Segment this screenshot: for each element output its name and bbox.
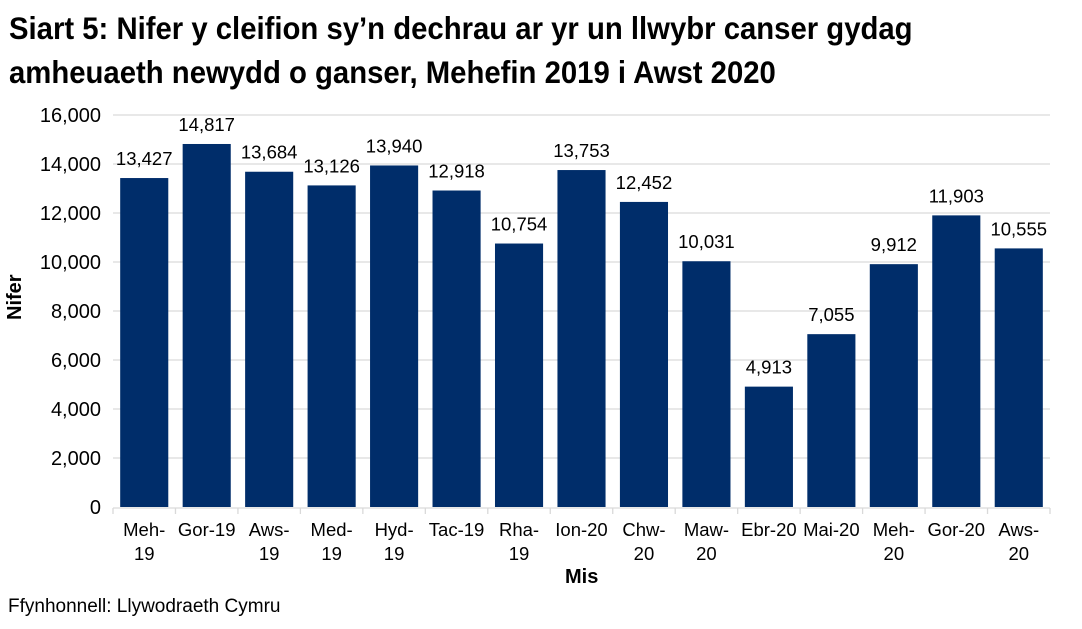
y-tick-label: 16,000 [40,105,101,127]
x-tick-label: Meh-20 [873,519,915,564]
x-tick-label: Maw-20 [684,519,729,564]
y-axis-tick-labels: 0 2,000 4,000 6,000 8,000 10,000 12,000 14,000 1… [40,105,101,519]
data-label: 10,031 [678,231,735,252]
data-label: 13,684 [241,142,298,163]
bar [494,243,544,508]
bar [432,190,481,507]
data-label: 13,427 [116,148,173,169]
bar [619,201,669,507]
x-tick-label: Rha-19 [499,519,539,564]
bar [744,386,793,507]
y-tick-label: 4,000 [51,399,101,421]
bar [807,334,856,507]
x-axis-tick-labels: Meh-19 Gor-19 Aws-19 Med-19 Hyd-19 Tac-19 Rha-… [123,519,1039,564]
x-tick-label: Ion-20 [555,519,607,540]
x-tick-label: Aws-20 [998,519,1039,564]
bar [869,264,918,507]
x-tick-label: Gor-20 [928,519,986,540]
x-tick-label: Meh-19 [123,519,165,564]
bars [120,143,1043,508]
data-label: 12,918 [428,161,485,182]
bar [307,185,356,507]
x-axis-title: Mis [565,566,599,588]
data-label: 7,055 [808,304,854,325]
data-label: 10,555 [990,218,1047,239]
chart-title-line-1: Siart 5: Nifer y cleifion sy’n dechrau a… [9,10,913,46]
bar [182,143,231,507]
bar [245,171,294,507]
data-label: 4,913 [746,357,792,378]
y-tick-label: 12,000 [40,203,101,225]
x-tick-label: Chw-20 [622,519,665,564]
data-label: 9,912 [871,234,917,255]
x-tick-label: Tac-19 [429,519,485,540]
y-tick-label: 8,000 [51,301,101,323]
x-tick-label: Med-19 [311,519,353,564]
bar [682,261,731,507]
data-label: 13,126 [303,155,360,176]
bar [932,215,981,507]
source-note: Ffynhonnell: Llywodraeth Cymru [8,596,281,617]
data-label: 14,817 [178,114,235,135]
bar [557,170,606,507]
y-tick-label: 2,000 [51,448,101,470]
x-tick-label: Mai-20 [803,519,860,540]
x-tick-label: Aws-19 [249,519,290,564]
y-axis-title: Nifer [4,274,26,320]
data-label: 13,940 [366,135,423,156]
y-tick-label: 0 [90,497,101,519]
x-axis [112,507,1051,514]
bar [994,248,1043,507]
y-tick-label: 6,000 [51,350,101,372]
chart-title-line-2: amheuaeth newydd o ganser, Mehefin 2019 … [9,54,776,90]
data-label: 13,753 [553,140,610,161]
x-tick-label: Hyd-19 [375,519,414,564]
y-tick-label: 10,000 [40,252,101,274]
x-tick-label: Ebr-20 [741,519,797,540]
data-label: 12,452 [616,172,673,193]
bar [370,165,419,507]
x-tick-label: Gor-19 [178,519,236,540]
chart-title: Siart 5: Nifer y cleifion sy’n dechrau a… [9,6,1013,94]
bar [120,178,169,507]
data-label: 11,903 [929,185,984,206]
y-tick-label: 14,000 [40,154,101,176]
data-label: 10,754 [491,214,548,235]
